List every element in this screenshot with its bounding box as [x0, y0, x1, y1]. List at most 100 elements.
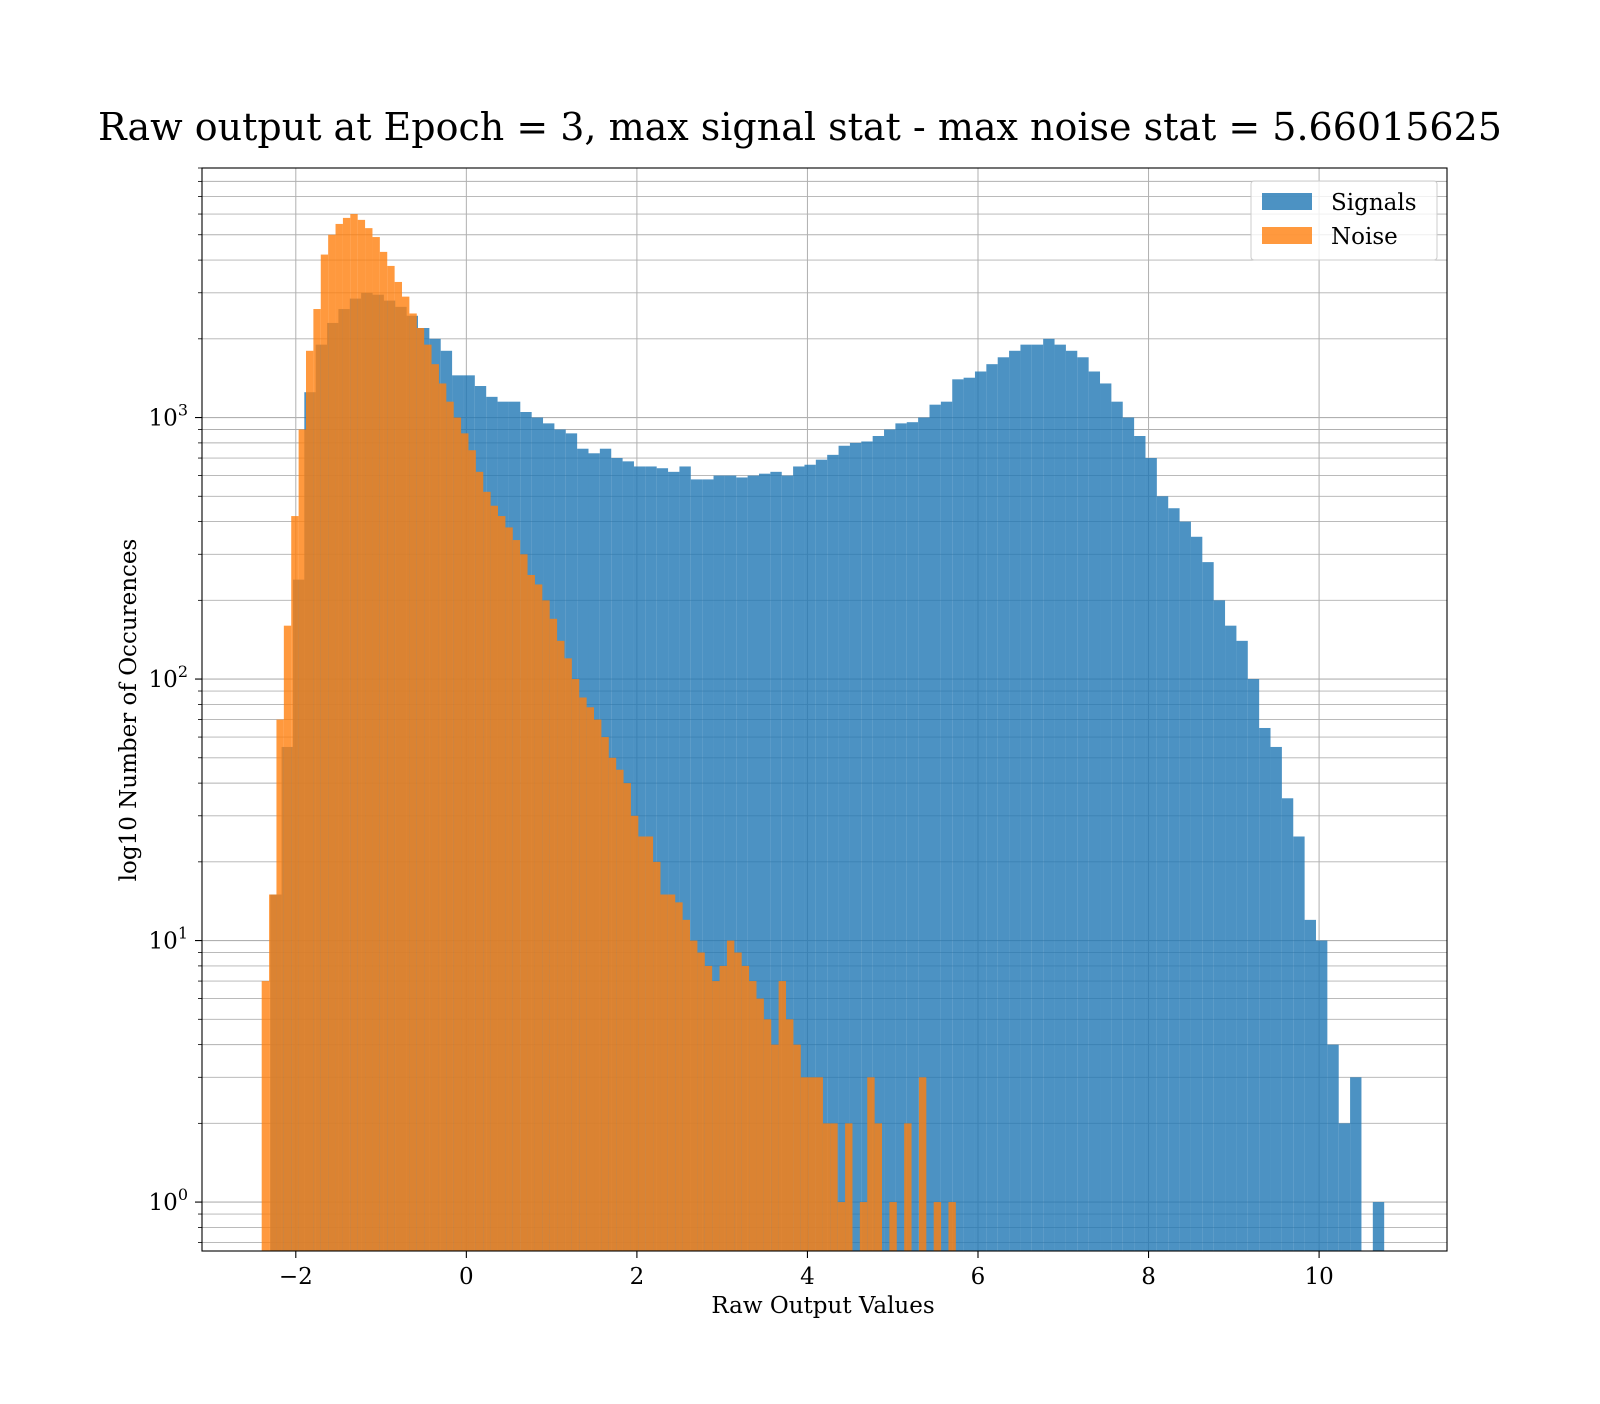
noise-bar: [534, 584, 543, 1251]
signals-bar: [838, 445, 850, 1251]
signals-bar: [1179, 521, 1191, 1251]
noise-bar: [845, 1123, 853, 1251]
signals-bar: [747, 475, 760, 1251]
signals-bar: [1225, 625, 1237, 1251]
signals-bar: [1043, 338, 1055, 1251]
noise-bar: [276, 719, 284, 1251]
signals-bar: [781, 475, 794, 1251]
noise-bar: [822, 1123, 831, 1251]
noise-bar: [328, 234, 336, 1252]
noise-bar: [505, 527, 513, 1251]
noise-bar: [719, 965, 727, 1251]
noise-bar: [904, 1123, 912, 1251]
noise-bar: [889, 1202, 897, 1251]
signals-bar: [1100, 383, 1112, 1251]
signals-bar: [986, 364, 998, 1251]
noise-bar: [690, 940, 698, 1251]
y-tick-label: 102: [149, 662, 188, 693]
noise-bar: [320, 254, 329, 1252]
noise-bar: [557, 640, 565, 1251]
noise-bar: [549, 618, 558, 1251]
noise-bar: [335, 223, 343, 1251]
noise-bar: [660, 894, 668, 1251]
noise-bar: [409, 313, 417, 1252]
signals-bar: [1145, 458, 1157, 1252]
signals-bar: [849, 442, 862, 1251]
noise-bar: [933, 1202, 942, 1251]
noise-bar: [475, 471, 484, 1251]
x-tick-label: 8: [1141, 1264, 1156, 1290]
signals-bar: [1111, 401, 1123, 1251]
noise-bar: [837, 1202, 846, 1251]
x-tick-label: 0: [459, 1264, 474, 1290]
signals-bar: [1088, 371, 1101, 1252]
signals-bar: [759, 473, 771, 1252]
legend-label-signals: Signals: [1331, 190, 1417, 216]
x-tick-label: 6: [971, 1264, 986, 1290]
y-axis-label: log10 Number of Occurences: [116, 539, 142, 882]
x-axis-label: Raw Output Values: [711, 1293, 934, 1319]
signals-bar: [793, 466, 805, 1252]
noise-bar: [682, 919, 691, 1251]
noise-bar: [512, 540, 521, 1251]
noise-bar: [269, 894, 277, 1251]
noise-bar: [630, 815, 639, 1251]
noise-bar: [616, 769, 624, 1251]
noise-bar: [431, 364, 439, 1251]
signals-bar: [713, 475, 725, 1251]
noise-bar: [749, 981, 757, 1251]
signals-bar: [1168, 508, 1180, 1251]
noise-bar: [387, 265, 395, 1252]
noise-bar: [808, 1077, 816, 1251]
noise-bar: [948, 1202, 956, 1251]
noise-bar: [313, 309, 321, 1251]
signals-bar: [1213, 600, 1226, 1251]
noise-bar: [350, 214, 358, 1251]
noise-bar: [261, 981, 270, 1251]
signals-bar: [1202, 562, 1214, 1251]
noise-bar: [704, 965, 713, 1251]
noise-bar: [424, 344, 432, 1251]
signals-bar: [668, 471, 680, 1251]
noise-bar: [726, 940, 735, 1251]
noise-bar: [756, 998, 764, 1251]
signals-bar: [1236, 640, 1248, 1251]
signals-bar: [974, 371, 987, 1252]
signals-bar: [815, 459, 828, 1252]
x-tick-label: −2: [279, 1264, 313, 1290]
signals-bar: [770, 471, 782, 1251]
noise-bar: [918, 1077, 927, 1251]
noise-bar: [586, 707, 595, 1251]
signals-bar: [1372, 1202, 1385, 1251]
noise-bar: [786, 1019, 794, 1251]
signals-bar: [895, 423, 907, 1251]
legend-swatch-noise: [1262, 227, 1312, 244]
noise-bar: [859, 1202, 868, 1251]
legend: Signals Noise: [1250, 180, 1438, 261]
noise-bar: [571, 679, 580, 1251]
noise-bar: [461, 433, 469, 1251]
signals-bar: [1327, 1044, 1339, 1251]
signals-bar: [918, 417, 930, 1251]
noise-bar: [490, 505, 499, 1252]
signals-bar: [1077, 357, 1089, 1252]
noise-bar: [542, 600, 550, 1251]
signals-bar: [1054, 344, 1066, 1251]
noise-bar: [579, 697, 587, 1251]
noise-bar: [342, 217, 351, 1252]
signals-bar: [872, 436, 885, 1252]
noise-bar: [483, 491, 491, 1251]
noise-bar: [734, 952, 742, 1251]
legend-swatch-signals: [1262, 193, 1312, 210]
noise-bar: [800, 1077, 809, 1251]
signals-bar: [1009, 350, 1021, 1251]
noise-bar: [283, 625, 292, 1251]
noise-bar: [357, 219, 366, 1252]
signals-bar: [827, 454, 839, 1251]
noise-bar: [527, 574, 535, 1251]
signals-bar: [1270, 746, 1282, 1251]
series-noise: [261, 214, 956, 1252]
noise-bar: [453, 417, 462, 1251]
noise-bar: [667, 894, 676, 1251]
